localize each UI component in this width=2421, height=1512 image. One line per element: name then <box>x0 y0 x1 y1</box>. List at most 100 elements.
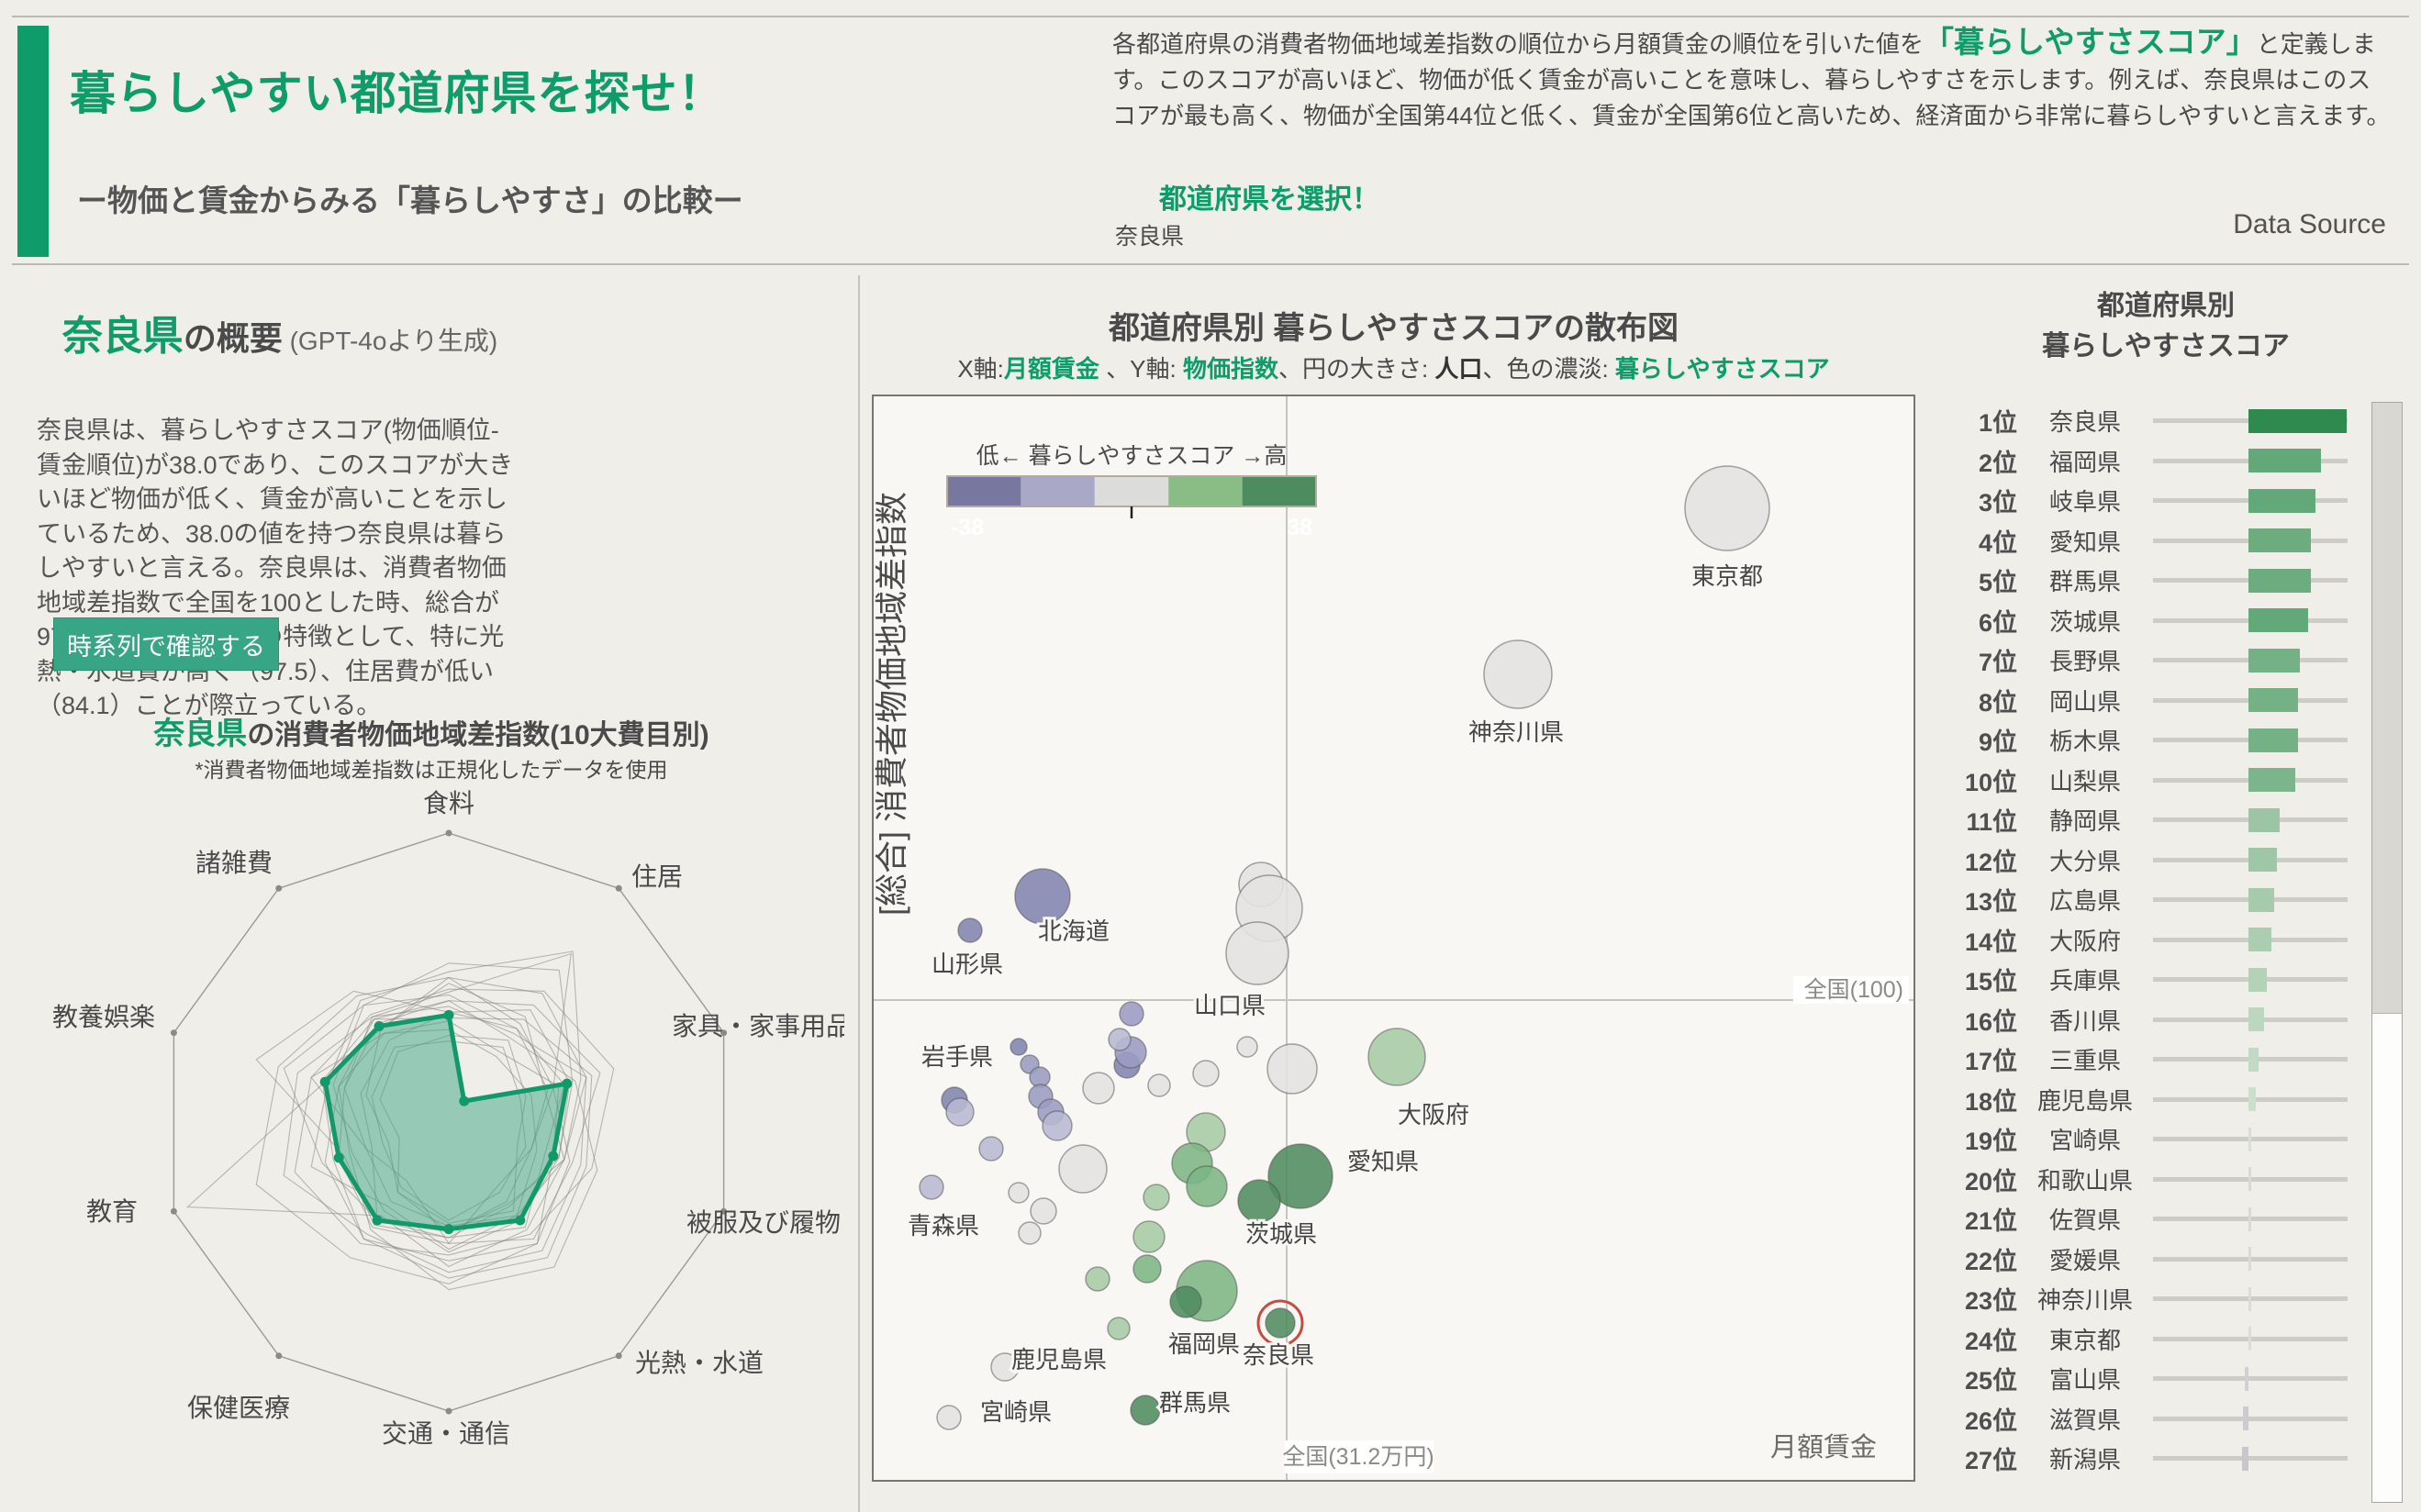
score-bar[interactable] <box>2248 887 2275 912</box>
ranking-row-宮崎県[interactable]: 19位 宮崎県 <box>1925 1119 2357 1160</box>
score-bar[interactable] <box>2248 488 2316 513</box>
ranking-row-三重県[interactable]: 17位 三重県 <box>1925 1040 2357 1080</box>
score-bar[interactable] <box>2248 528 2311 553</box>
ranking-row-富山県[interactable]: 25位 富山県 <box>1925 1359 2357 1399</box>
scatter-bubble-北海道[interactable] <box>1014 868 1071 925</box>
ranking-row-栃木県[interactable]: 9位 栃木県 <box>1925 720 2357 761</box>
scatter-bubble[interactable] <box>1225 921 1289 985</box>
scatter-bubble[interactable] <box>1108 1028 1132 1051</box>
scatter-bubble[interactable] <box>1042 1110 1073 1141</box>
scatter-bubble-山口県[interactable] <box>1119 1001 1144 1027</box>
score-bar-cell <box>2153 561 2348 601</box>
score-bar[interactable] <box>2248 1327 2251 1351</box>
ranking-row-滋賀県[interactable]: 26位 滋賀県 <box>1925 1399 2357 1440</box>
score-bar[interactable] <box>2248 1206 2251 1231</box>
score-bar[interactable] <box>2248 1087 2257 1112</box>
score-bar[interactable] <box>2248 1286 2251 1311</box>
scatter-bubble[interactable] <box>1143 1184 1170 1211</box>
score-bar[interactable] <box>2248 1127 2251 1151</box>
ranking-row-大分県[interactable]: 12位 大分県 <box>1925 840 2357 881</box>
ranking-row-福岡県[interactable]: 2位 福岡県 <box>1925 441 2357 482</box>
score-bar[interactable] <box>2248 967 2267 992</box>
ranking-row-鹿児島県[interactable]: 18位 鹿児島県 <box>1925 1080 2357 1120</box>
ranking-row-東京都[interactable]: 24位 東京都 <box>1925 1319 2357 1360</box>
scatter-bubble[interactable] <box>1132 1220 1166 1253</box>
score-bar[interactable] <box>2248 688 2298 713</box>
scatter-bubble[interactable] <box>1082 1072 1115 1105</box>
scatter-bubble[interactable] <box>1058 1144 1108 1194</box>
scatter-bubble[interactable] <box>1010 1038 1028 1056</box>
ranking-row-広島県[interactable]: 13位 広島県 <box>1925 880 2357 920</box>
scatter-bubble-茨城県[interactable] <box>1237 1179 1281 1223</box>
score-bar[interactable] <box>2248 1167 2251 1192</box>
scatter-bubble-神奈川県[interactable] <box>1483 639 1553 709</box>
ranking-row-静岡県[interactable]: 11位 静岡県 <box>1925 800 2357 840</box>
score-bar[interactable] <box>2248 928 2272 952</box>
ranking-row-愛知県[interactable]: 4位 愛知県 <box>1925 521 2357 561</box>
ranking-row-神奈川県[interactable]: 23位 神奈川県 <box>1925 1279 2357 1319</box>
scatter-bubble[interactable] <box>1192 1060 1220 1087</box>
ranking-scrollbar-thumb[interactable] <box>2372 403 2402 1014</box>
score-bar[interactable] <box>2243 1406 2248 1431</box>
score-bar[interactable] <box>2248 449 2321 473</box>
score-bar[interactable] <box>2248 848 2278 873</box>
prefecture-select[interactable]: 奈良県 <box>1115 224 1185 250</box>
data-source-link[interactable]: Data Source <box>2233 209 2386 239</box>
score-bar[interactable] <box>2248 648 2301 673</box>
ranking-row-山梨県[interactable]: 10位 山梨県 <box>1925 761 2357 801</box>
scatter-chart: [総合] 消費者物価地域差指数 低← 暮らしやすさスコア →高 -38 38 東京都神奈… <box>874 396 1913 1480</box>
ranking-row-新潟県[interactable]: 27位 新潟県 <box>1925 1439 2357 1479</box>
scatter-bubble-山形県[interactable] <box>957 917 983 943</box>
score-bar[interactable] <box>2241 1446 2248 1471</box>
scatter-bubble[interactable] <box>1266 1043 1318 1095</box>
ranking-scrollbar[interactable] <box>2371 402 2403 1503</box>
scatter-bubble[interactable] <box>1147 1073 1171 1097</box>
ranking-row-兵庫県[interactable]: 15位 兵庫県 <box>1925 960 2357 1000</box>
scatter-bubble[interactable] <box>1186 1165 1228 1207</box>
scatter-bubble-大阪府[interactable] <box>1367 1028 1426 1086</box>
scatter-bubble-鹿児島県[interactable] <box>990 1352 1020 1382</box>
score-bar[interactable] <box>2248 608 2308 633</box>
ranking-row-長野県[interactable]: 7位 長野県 <box>1925 640 2357 681</box>
scatter-bubble[interactable] <box>1018 1221 1042 1245</box>
ranking-row-群馬県[interactable]: 5位 群馬県 <box>1925 561 2357 601</box>
ranking-row-大阪府[interactable]: 14位 大阪府 <box>1925 920 2357 961</box>
scatter-bubble[interactable] <box>1132 1254 1162 1284</box>
ranking-row-奈良県[interactable]: 1位 奈良県 <box>1925 401 2357 441</box>
scatter-bubble[interactable] <box>1236 1036 1258 1058</box>
scatter-bubble-愛知県[interactable] <box>1267 1143 1333 1209</box>
radar-nara-series[interactable] <box>322 1012 570 1232</box>
ranking-row-茨城県[interactable]: 6位 茨城県 <box>1925 601 2357 641</box>
scatter-bubble[interactable] <box>1169 1285 1202 1318</box>
scatter-bubble-青森県[interactable] <box>919 1174 944 1200</box>
ranking-row-岡山県[interactable]: 8位 岡山県 <box>1925 681 2357 721</box>
score-bar[interactable] <box>2248 408 2348 433</box>
scatter-bubble[interactable] <box>945 1097 975 1127</box>
scatter-bubble-奈良県[interactable] <box>1265 1307 1296 1339</box>
scatter-bubble-東京都[interactable] <box>1684 465 1770 551</box>
score-bar[interactable] <box>2248 1007 2264 1032</box>
scatter-bubble[interactable] <box>1107 1317 1131 1340</box>
scatter-bubble[interactable] <box>978 1136 1004 1162</box>
score-bar[interactable] <box>2248 1247 2251 1272</box>
ranking-row-香川県[interactable]: 16位 香川県 <box>1925 1000 2357 1040</box>
scatter-bubble[interactable] <box>1085 1266 1110 1292</box>
score-bar[interactable] <box>2244 1366 2248 1391</box>
scatter-bubble-群馬県[interactable] <box>1130 1395 1161 1426</box>
ranking-row-愛媛県[interactable]: 22位 愛媛県 <box>1925 1240 2357 1280</box>
scatter-bubble-宮崎県[interactable] <box>936 1405 962 1430</box>
ranking-row-岐阜県[interactable]: 3位 岐阜県 <box>1925 481 2357 521</box>
scatter-bubble[interactable] <box>1008 1182 1030 1204</box>
score-bar-cell <box>2153 681 2348 721</box>
scatter-bubble[interactable] <box>1030 1197 1057 1225</box>
radar-nara-dot <box>443 1224 454 1235</box>
score-bar[interactable] <box>2248 728 2298 752</box>
score-axis-line <box>2153 1416 2348 1421</box>
ranking-row-和歌山県[interactable]: 20位 和歌山県 <box>1925 1160 2357 1200</box>
score-bar[interactable] <box>2248 1047 2259 1072</box>
time-series-button[interactable]: 時系列で確認する <box>53 617 279 671</box>
ranking-row-佐賀県[interactable]: 21位 佐賀県 <box>1925 1199 2357 1240</box>
score-bar[interactable] <box>2248 807 2280 832</box>
score-bar[interactable] <box>2248 768 2295 793</box>
score-bar[interactable] <box>2248 568 2311 593</box>
